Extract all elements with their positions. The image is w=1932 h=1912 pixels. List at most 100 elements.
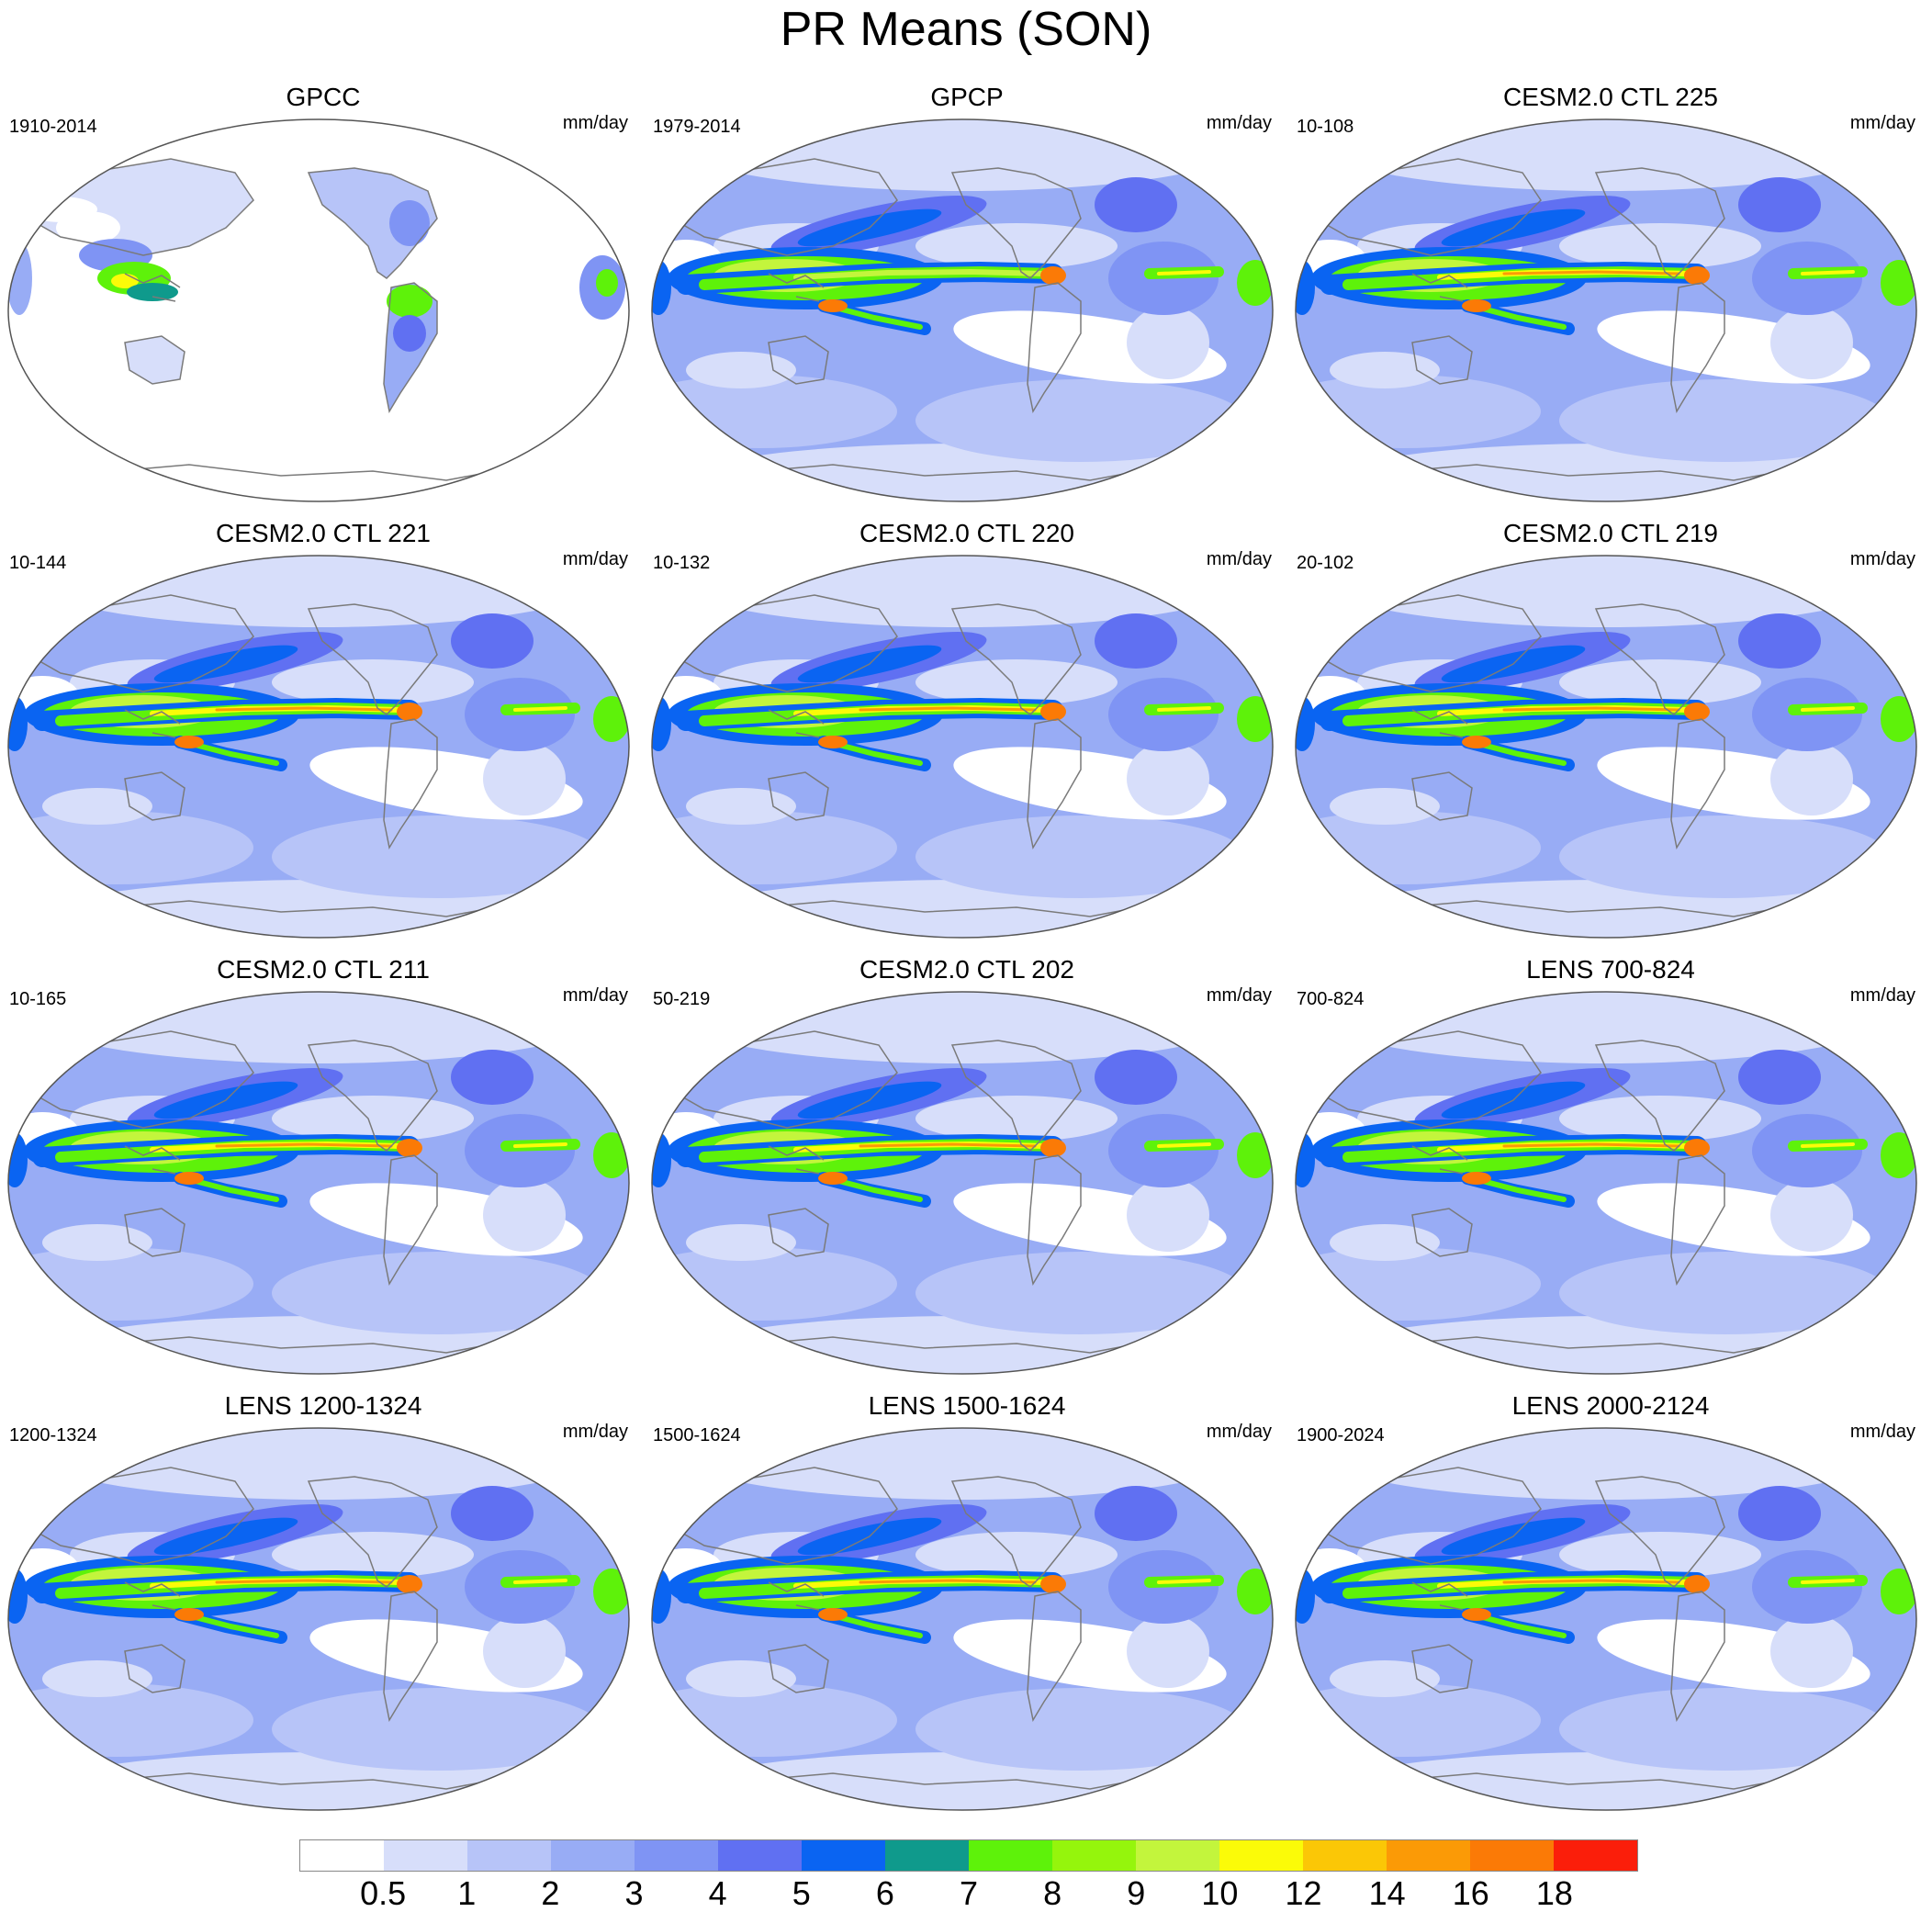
panel-title: CESM2.0 CTL 211 xyxy=(217,955,430,984)
map-panel: CESM2.0 CTL 225 10-108 mm/day xyxy=(1293,83,1928,514)
panel-title: CESM2.0 CTL 219 xyxy=(1503,519,1718,547)
panel-title: LENS 700-824 xyxy=(1526,955,1695,984)
panel-years: 1200-1324 xyxy=(9,1425,97,1445)
panel-years: 1900-2024 xyxy=(1297,1425,1385,1445)
panel-units: mm/day xyxy=(1206,549,1272,569)
map-panel: LENS 2000-2124 1900-2024 mm/day xyxy=(1293,1391,1928,1823)
panel-title: CESM2.0 CTL 220 xyxy=(859,519,1074,547)
panel-title: LENS 1200-1324 xyxy=(224,1391,422,1420)
colorbar-swatch xyxy=(885,1840,969,1871)
colorbar-swatch xyxy=(1219,1840,1303,1871)
map-panel: LENS 1500-1624 1500-1624 mm/day xyxy=(649,1391,1285,1823)
colorbar-labels: 0.5 1 2 3 4 5 6 7 8 9 10 12 14 16 18 xyxy=(299,1875,1638,1912)
map-frame xyxy=(651,118,1274,502)
colorbar-swatch xyxy=(802,1840,885,1871)
panel-years: 10-132 xyxy=(653,553,711,573)
colorbar-tick-label: 0.5 xyxy=(360,1874,407,1912)
colorbar-tick-label: 14 xyxy=(1368,1874,1406,1912)
panel-years: 20-102 xyxy=(1297,553,1354,573)
panel-years: 10-144 xyxy=(9,553,67,573)
colorbar-tick-label: 6 xyxy=(875,1874,894,1912)
precipitation-map xyxy=(651,555,1274,939)
map-frame xyxy=(1295,118,1917,502)
map-panel: LENS 1200-1324 1200-1324 mm/day xyxy=(6,1391,641,1823)
map-frame xyxy=(651,555,1274,939)
panel-title: CESM2.0 CTL 221 xyxy=(216,519,431,547)
panel-title: CESM2.0 CTL 202 xyxy=(859,955,1074,984)
panel-units: mm/day xyxy=(1849,985,1915,1006)
precipitation-map xyxy=(651,118,1274,502)
map-panel: CESM2.0 CTL 221 10-144 mm/day xyxy=(6,519,641,950)
map-panel: LENS 700-824 700-824 mm/day xyxy=(1293,955,1928,1387)
precipitation-map xyxy=(1295,555,1917,939)
panel-title: LENS 2000-2124 xyxy=(1511,1391,1710,1420)
colorbar-swatch xyxy=(467,1840,551,1871)
map-frame xyxy=(7,118,630,502)
panel-units: mm/day xyxy=(1849,113,1915,133)
panel-title: CESM2.0 CTL 225 xyxy=(1503,83,1718,111)
colorbar-swatch xyxy=(384,1840,467,1871)
colorbar-tick-label: 1 xyxy=(457,1874,477,1912)
colorbar-swatch xyxy=(1387,1840,1470,1871)
colorbar-swatch xyxy=(1303,1840,1387,1871)
map-frame xyxy=(1295,1427,1917,1811)
colorbar-swatch xyxy=(1470,1840,1554,1871)
panel-years: 1979-2014 xyxy=(653,117,741,137)
map-frame xyxy=(7,555,630,939)
map-frame xyxy=(651,1427,1274,1811)
panel-units: mm/day xyxy=(562,1422,628,1442)
map-panel: CESM2.0 CTL 220 10-132 mm/day xyxy=(649,519,1285,950)
map-frame xyxy=(651,991,1274,1375)
colorbar-swatch xyxy=(635,1840,718,1871)
panel-units: mm/day xyxy=(1849,549,1915,569)
panel-units: mm/day xyxy=(562,985,628,1006)
panel-grid: GPCC 1910-2014 mm/day GPCP 1979-2014 mm/day CE… xyxy=(6,83,1932,1823)
precipitation-map xyxy=(651,991,1274,1375)
map-frame xyxy=(1295,555,1917,939)
colorbar-swatch xyxy=(300,1840,384,1871)
colorbar-tick-label: 18 xyxy=(1535,1874,1573,1912)
map-panel: GPCC 1910-2014 mm/day xyxy=(6,83,641,514)
map-frame xyxy=(1295,991,1917,1375)
panel-title: GPCC xyxy=(286,83,361,111)
panel-units: mm/day xyxy=(562,113,628,133)
map-frame xyxy=(7,1427,630,1811)
colorbar-swatch xyxy=(1136,1840,1219,1871)
colorbar-tick-label: 5 xyxy=(792,1874,811,1912)
figure-title: PR Means (SON) xyxy=(780,3,1152,56)
colorbar-tick-label: 9 xyxy=(1127,1874,1146,1912)
precipitation-map xyxy=(1295,1427,1917,1811)
colorbar-swatch xyxy=(969,1840,1052,1871)
panel-years: 700-824 xyxy=(1297,989,1365,1009)
panel-units: mm/day xyxy=(562,549,628,569)
colorbar xyxy=(299,1839,1638,1872)
precipitation-map xyxy=(1295,991,1917,1375)
colorbar-tick-label: 7 xyxy=(959,1874,979,1912)
colorbar-tick-label: 2 xyxy=(541,1874,560,1912)
map-panel: CESM2.0 CTL 211 10-165 mm/day xyxy=(6,955,641,1387)
colorbar-swatch xyxy=(1052,1840,1136,1871)
panel-years: 10-165 xyxy=(9,989,67,1009)
map-frame xyxy=(7,991,630,1375)
panel-units: mm/day xyxy=(1206,113,1272,133)
colorbar-swatch xyxy=(718,1840,802,1871)
colorbar-tick-label: 12 xyxy=(1285,1874,1322,1912)
panel-units: mm/day xyxy=(1849,1422,1915,1442)
colorbar-tick-label: 16 xyxy=(1452,1874,1489,1912)
colorbar-swatch xyxy=(551,1840,635,1871)
colorbar-tick-label: 8 xyxy=(1043,1874,1062,1912)
colorbar-swatch xyxy=(1554,1840,1637,1871)
panel-years: 1910-2014 xyxy=(9,117,97,137)
colorbar-tick-label: 3 xyxy=(624,1874,644,1912)
precipitation-map xyxy=(651,1427,1274,1811)
colorbar-tick-label: 10 xyxy=(1201,1874,1239,1912)
panel-title: LENS 1500-1624 xyxy=(868,1391,1066,1420)
precipitation-map xyxy=(7,555,630,939)
panel-units: mm/day xyxy=(1206,985,1272,1006)
precipitation-map xyxy=(7,991,630,1375)
panel-units: mm/day xyxy=(1206,1422,1272,1442)
precipitation-map xyxy=(1295,118,1917,502)
precipitation-map xyxy=(7,118,630,502)
map-panel: CESM2.0 CTL 202 50-219 mm/day xyxy=(649,955,1285,1387)
panel-years: 50-219 xyxy=(653,989,711,1009)
